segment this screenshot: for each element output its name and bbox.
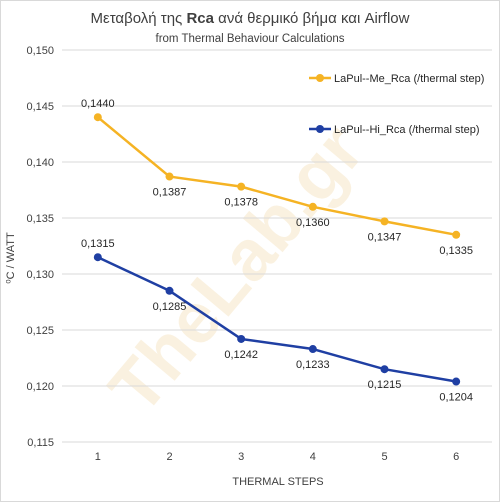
data-label: 0,1242 [224, 349, 258, 361]
data-label: 0,1233 [296, 359, 330, 371]
data-label: 0,1204 [439, 392, 473, 404]
series-layer [93, 113, 461, 386]
data-label: 0,1347 [368, 231, 402, 243]
data-point [237, 182, 246, 191]
data-label: 0,1360 [296, 217, 330, 229]
data-point [308, 345, 317, 354]
data-point [165, 286, 174, 295]
data-point [237, 334, 246, 343]
y-tick-label: 0,140 [26, 157, 54, 169]
y-tick-label: 0,115 [27, 437, 54, 449]
legend-swatch-marker [316, 125, 324, 133]
data-label: 0,1285 [153, 301, 187, 313]
y-axis-label: ⁰C / WATT [5, 232, 17, 284]
y-tick-label: 0,120 [26, 381, 54, 393]
data-point [308, 202, 317, 211]
data-point [380, 365, 389, 374]
x-tick-label: 3 [238, 451, 244, 463]
x-tick-label: 4 [310, 451, 316, 463]
y-tick-label: 0,125 [26, 325, 54, 337]
data-label: 0,1440 [81, 98, 115, 110]
label-layer: 0,1440 0,1387 0,1378 0,1360 0,1347 0,1335 0,13… [81, 98, 473, 403]
x-tick-label: 6 [453, 451, 459, 463]
y-tick-label: 0,145 [26, 101, 54, 113]
legend: LaPul--Me_Rca (/thermal step) LaPul--Hi_R… [309, 73, 484, 136]
data-point [165, 172, 174, 181]
series-line [97, 116, 457, 237]
y-tick-label: 0,135 [26, 213, 54, 225]
data-point [380, 217, 389, 226]
series-line [97, 256, 457, 383]
data-label: 0,1215 [368, 379, 402, 391]
chart-subtitle: from Thermal Behaviour Calculations [156, 33, 345, 45]
y-tick-label: 0,130 [26, 269, 54, 281]
x-axis-label: THERMAL STEPS [232, 476, 323, 488]
data-point [452, 230, 461, 239]
x-tick-label: 5 [381, 451, 387, 463]
x-tick-label: 1 [95, 451, 101, 463]
legend-entry: LaPul--Me_Rca (/thermal step) [334, 73, 484, 85]
data-point [93, 253, 102, 262]
x-tick-label: 2 [166, 451, 172, 463]
legend-entry: LaPul--Hi_Rca (/thermal step) [334, 124, 480, 136]
y-tick-label: 0,150 [26, 45, 54, 57]
data-label: 0,1335 [439, 245, 473, 257]
chart-title: Μεταβολή της Rca ανά θερμικό βήμα και Ai… [91, 10, 410, 27]
data-label: 0,1387 [153, 187, 187, 199]
data-point [452, 377, 461, 386]
data-label: 0,1378 [224, 197, 258, 209]
data-label: 0,1315 [81, 238, 115, 250]
data-point [93, 113, 102, 122]
legend-swatch-marker [316, 74, 324, 82]
watermark-text: TheLab.gr [94, 111, 379, 429]
watermark-layer: TheLab.gr [94, 111, 379, 429]
